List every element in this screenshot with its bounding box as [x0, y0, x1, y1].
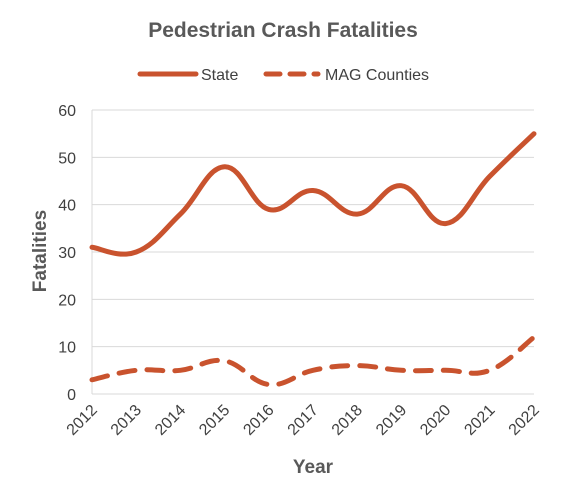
y-axis-ticks: 0 10 20 30 40 50 60 [58, 103, 76, 404]
legend: State MAG Counties [137, 67, 429, 84]
x-tick-label: 2022 [506, 402, 543, 439]
x-tick-label: 2019 [373, 402, 410, 439]
x-tick-label: 2017 [285, 402, 322, 439]
y-tick-label: 60 [58, 103, 76, 120]
x-tick-label: 2013 [108, 402, 145, 439]
y-tick-label: 40 [58, 198, 76, 215]
y-tick-label: 30 [58, 245, 76, 262]
x-tick-label: 2015 [196, 402, 233, 439]
y-tick-label: 20 [58, 292, 76, 309]
x-tick-label: 2012 [64, 402, 101, 439]
y-axis-title: Fatalities [30, 210, 51, 292]
grid [91, 109, 534, 395]
x-tick-label: 2014 [152, 402, 189, 439]
x-tick-label: 2018 [329, 402, 366, 439]
x-axis-title: Year [293, 457, 334, 478]
legend-label: MAG Counties [325, 67, 429, 84]
x-tick-label: 2020 [417, 402, 454, 439]
x-tick-label: 2021 [461, 402, 498, 439]
y-tick-label: 10 [58, 340, 76, 357]
x-axis-ticks: 2012 2013 2014 2015 2016 2017 2018 2019 2020 2021… [64, 402, 543, 439]
series-lines [89, 131, 537, 388]
chart-title: Pedestrian Crash Fatalities [148, 19, 418, 42]
legend-label: State [201, 67, 238, 84]
x-tick-label: 2016 [240, 402, 277, 439]
series-line-state [89, 131, 537, 257]
y-tick-label: 0 [67, 387, 76, 404]
y-tick-label: 50 [58, 150, 76, 167]
series-line-mag-counties [89, 334, 537, 388]
